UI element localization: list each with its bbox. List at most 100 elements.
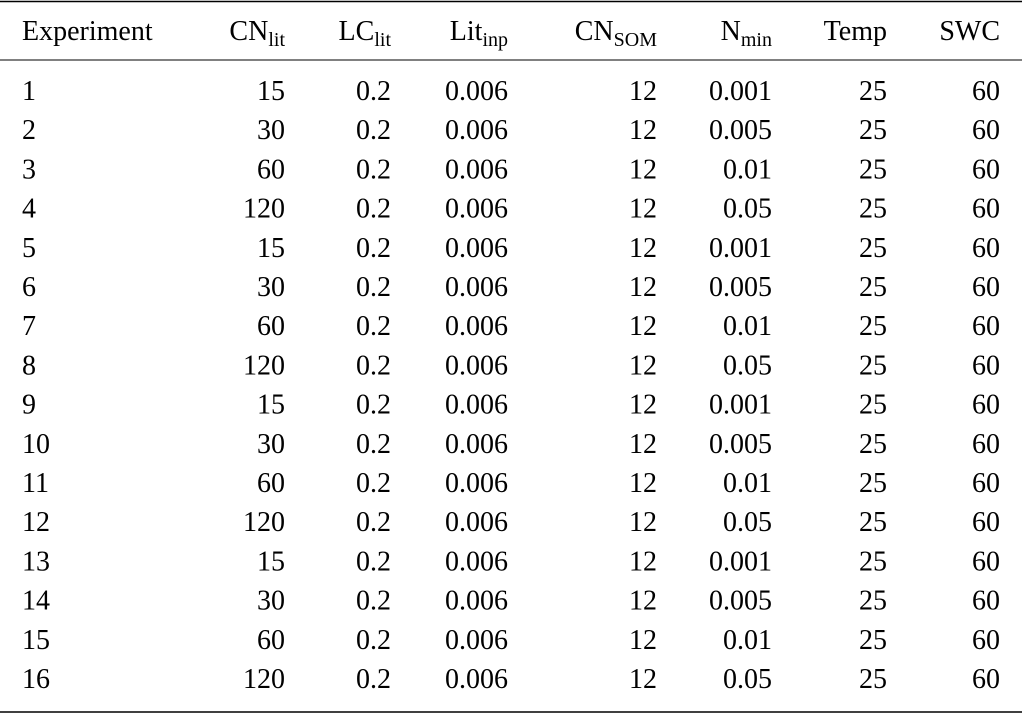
cell-value: 120 — [243, 664, 285, 695]
cell-value: 0.2 — [356, 507, 391, 538]
cell-value: 0.006 — [445, 194, 508, 225]
column-header: LClit — [339, 16, 392, 51]
cell-value: 0.001 — [709, 233, 772, 264]
cell-value: 15 — [257, 76, 285, 107]
column-header: Litinp — [450, 16, 508, 51]
cell-value: 60 — [972, 194, 1000, 225]
cell-value: 0.2 — [356, 625, 391, 656]
experiment-id: 9 — [22, 390, 36, 421]
experiment-id: 4 — [22, 194, 36, 225]
cell-value: 30 — [257, 272, 285, 303]
cell-value: 0.006 — [445, 76, 508, 107]
cell-value: 12 — [629, 311, 657, 342]
header-main: LC — [339, 16, 375, 47]
cell-value: 0.006 — [445, 154, 508, 185]
cell-value: 0.006 — [445, 586, 508, 617]
cell-value: 0.01 — [723, 625, 772, 656]
experiment-id: 7 — [22, 311, 36, 342]
column-header: CNlit — [229, 16, 285, 51]
header-subscript: lit — [268, 29, 285, 51]
cell-value: 15 — [257, 390, 285, 421]
cell-value: 0.2 — [356, 468, 391, 499]
cell-value: 25 — [859, 625, 887, 656]
cell-value: 0.006 — [445, 272, 508, 303]
cell-value: 25 — [859, 272, 887, 303]
cell-value: 0.006 — [445, 429, 508, 460]
cell-value: 0.2 — [356, 154, 391, 185]
cell-value: 60 — [972, 272, 1000, 303]
cell-value: 60 — [972, 468, 1000, 499]
cell-value: 0.2 — [356, 272, 391, 303]
experiment-id: 10 — [22, 429, 50, 460]
experiment-id: 11 — [22, 468, 49, 499]
cell-value: 0.006 — [445, 115, 508, 146]
header-main: N — [721, 16, 741, 47]
cell-value: 0.005 — [709, 272, 772, 303]
cell-value: 60 — [972, 507, 1000, 538]
column-header: SWC — [939, 16, 1000, 47]
experiment-id: 5 — [22, 233, 36, 264]
experiment-id: 13 — [22, 546, 50, 577]
cell-value: 60 — [257, 154, 285, 185]
cell-value: 25 — [859, 115, 887, 146]
cell-value: 60 — [972, 546, 1000, 577]
cell-value: 25 — [859, 76, 887, 107]
experiment-id: 12 — [22, 507, 50, 538]
cell-value: 60 — [972, 625, 1000, 656]
cell-value: 12 — [629, 586, 657, 617]
experiment-id: 16 — [22, 664, 50, 695]
cell-value: 60 — [972, 586, 1000, 617]
cell-value: 25 — [859, 194, 887, 225]
column-header: Temp — [824, 16, 887, 47]
cell-value: 25 — [859, 311, 887, 342]
cell-value: 12 — [629, 546, 657, 577]
experiment-id: 3 — [22, 154, 36, 185]
cell-value: 25 — [859, 390, 887, 421]
cell-value: 120 — [243, 194, 285, 225]
cell-value: 60 — [972, 115, 1000, 146]
cell-value: 0.2 — [356, 586, 391, 617]
cell-value: 0.01 — [723, 468, 772, 499]
cell-value: 12 — [629, 468, 657, 499]
cell-value: 120 — [243, 507, 285, 538]
cell-value: 0.2 — [356, 194, 391, 225]
experiment-id: 8 — [22, 350, 36, 381]
cell-value: 12 — [629, 76, 657, 107]
experiment-id: 14 — [22, 586, 50, 617]
cell-value: 12 — [629, 507, 657, 538]
column-header: CNSOM — [575, 16, 657, 51]
cell-value: 12 — [629, 664, 657, 695]
cell-value: 0.05 — [723, 507, 772, 538]
cell-value: 12 — [629, 194, 657, 225]
cell-value: 25 — [859, 233, 887, 264]
cell-value: 0.006 — [445, 350, 508, 381]
cell-value: 25 — [859, 468, 887, 499]
header-main: CN — [229, 16, 268, 47]
cell-value: 0.01 — [723, 154, 772, 185]
cell-value: 12 — [629, 233, 657, 264]
cell-value: 0.006 — [445, 233, 508, 264]
cell-value: 0.2 — [356, 390, 391, 421]
experiment-id: 2 — [22, 115, 36, 146]
cell-value: 30 — [257, 586, 285, 617]
cell-value: 120 — [243, 350, 285, 381]
cell-value: 0.2 — [356, 115, 391, 146]
cell-value: 25 — [859, 664, 887, 695]
cell-value: 0.006 — [445, 311, 508, 342]
cell-value: 0.006 — [445, 468, 508, 499]
cell-value: 0.006 — [445, 390, 508, 421]
cell-value: 0.2 — [356, 350, 391, 381]
header-main: Lit — [450, 16, 483, 47]
experiment-id: 15 — [22, 625, 50, 656]
cell-value: 0.005 — [709, 429, 772, 460]
cell-value: 0.05 — [723, 194, 772, 225]
cell-value: 0.006 — [445, 546, 508, 577]
cell-value: 30 — [257, 115, 285, 146]
experiment-id: 1 — [22, 76, 36, 107]
cell-value: 12 — [629, 390, 657, 421]
cell-value: 15 — [257, 546, 285, 577]
cell-value: 0.001 — [709, 390, 772, 421]
experiment-id: 6 — [22, 272, 36, 303]
cell-value: 25 — [859, 429, 887, 460]
cell-value: 12 — [629, 350, 657, 381]
